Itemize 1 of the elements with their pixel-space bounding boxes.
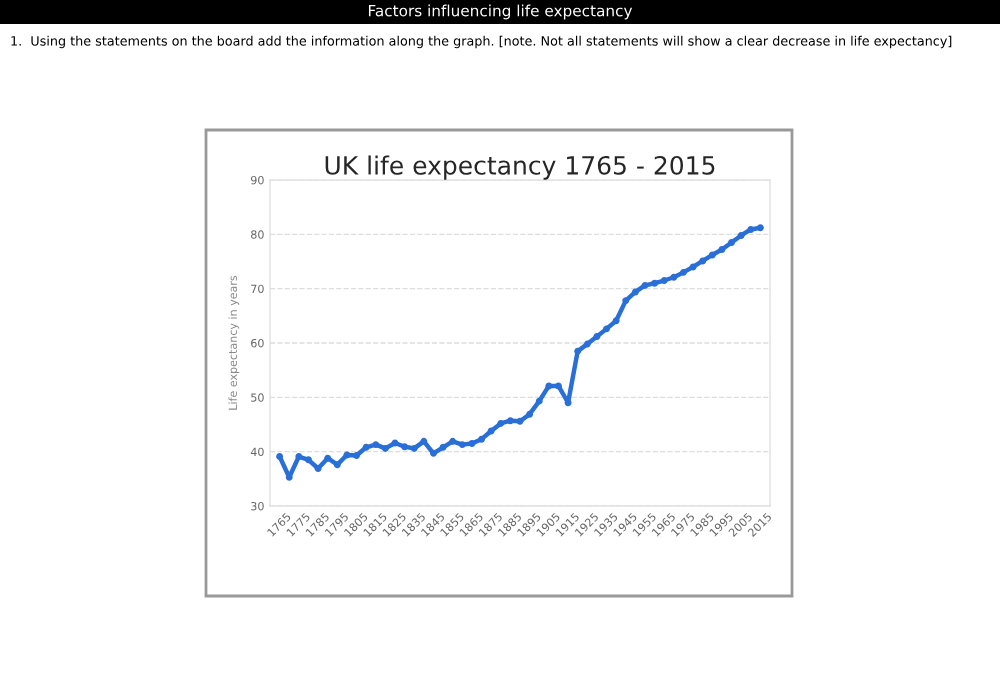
chart-title: UK life expectancy 1765 - 2015	[325, 155, 715, 180]
